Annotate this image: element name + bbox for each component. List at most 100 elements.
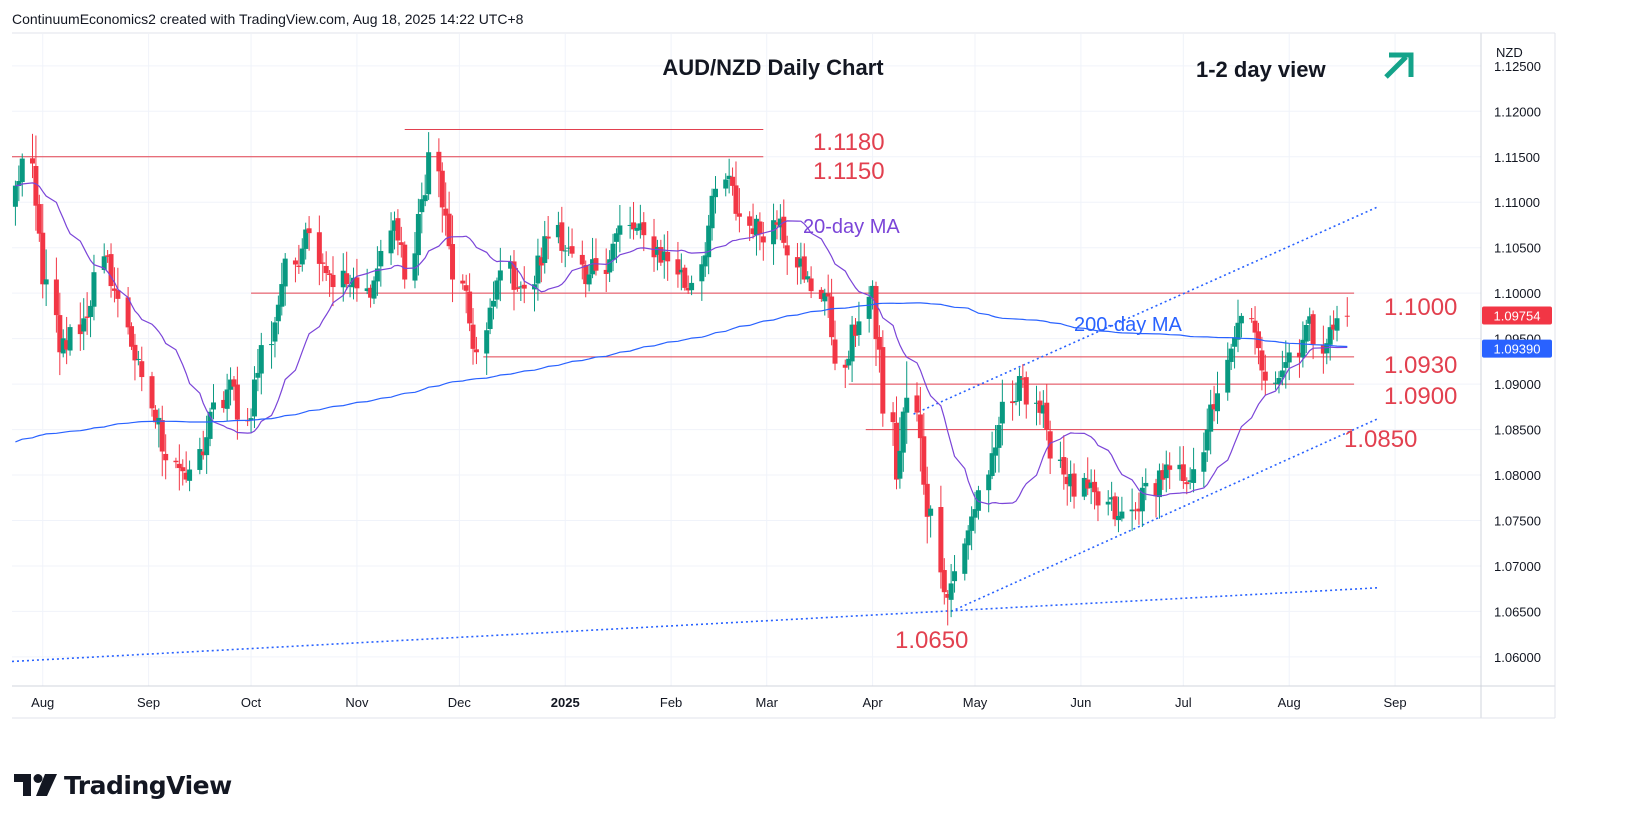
tradingview-logo[interactable]: TradingView [14,770,232,800]
candle-body [299,248,305,265]
ma20-label: 20-day MA [803,216,900,238]
candle-body [678,269,684,273]
candle-body [316,232,322,264]
y-tick-label: 1.08500 [1494,423,1541,438]
chart-subtitle: 1-2 day view [1196,57,1327,82]
candle-body [569,246,575,254]
candle-body [733,185,739,214]
candle-body [538,257,544,266]
candle-body [228,379,234,390]
candle-body [275,304,281,322]
candle-body [292,260,298,265]
x-tick-label: Nov [345,695,369,710]
candle-body [426,152,432,195]
candle-body [914,395,920,413]
candle-body [760,236,766,243]
candle-body [641,222,647,236]
candle-body [29,158,35,164]
candle-body [893,422,899,480]
candle-body [1303,324,1309,342]
y-tick-label: 1.06500 [1494,604,1541,619]
candle-body [945,594,951,598]
candle-body [1259,350,1265,371]
candle-body [952,571,958,582]
candle-body [928,508,934,516]
candle-body [1232,337,1238,347]
axes: 1.12500 1.12000 1.11500 1.11000 1.10500 1.100… [12,32,1556,719]
candle-body [1214,393,1220,412]
candle-body [853,324,859,336]
candle-body [590,259,596,275]
candle-body [351,277,356,288]
candle-body [559,222,565,251]
candle-body [1296,352,1302,358]
candle-body [327,273,333,275]
candle-body [689,282,695,291]
candle-body [771,220,777,245]
candle-body [368,287,374,298]
candle-body [231,379,237,387]
y-tick-label: 1.06000 [1494,650,1541,665]
plot-area[interactable] [12,128,1379,663]
candle-body [204,437,210,456]
candle-body [1092,481,1098,493]
candle-body [757,221,763,234]
candle-body [658,247,664,263]
candle-body [753,218,759,236]
level-label: 1.0900 [1384,383,1457,410]
y-tick-label: 1.10500 [1494,241,1541,256]
candle-body [163,453,169,461]
candle-body [1238,315,1244,324]
candle-body [1047,431,1053,459]
candle-body [870,285,876,299]
x-tick-label: Mar [756,695,779,710]
candle-body [419,199,425,213]
candle-body [784,245,790,256]
y-tick-label: 1.12500 [1494,59,1541,74]
candle-body [586,274,592,285]
candle-body [880,347,886,414]
candle-body [139,361,145,378]
up-right-arrow-icon [1384,52,1414,79]
candle-body [187,469,193,481]
candle-body [1184,482,1190,485]
candle-body [846,358,852,366]
candle-body [1037,400,1043,413]
candle-body [938,506,944,573]
candle-body [176,463,182,469]
candle-body [378,250,384,267]
candle-body [1064,476,1070,485]
candle-body [1044,402,1050,430]
candle-body [436,151,442,172]
candle-body [1109,497,1115,500]
candle-body [1177,464,1183,470]
candle-body [200,451,206,456]
candle-body [398,242,404,245]
candle-body [736,213,742,217]
candle-body [1252,320,1258,333]
level-label: 1.1150 [813,158,885,185]
candle-body [470,324,476,349]
candle-body [866,296,872,319]
x-tick-label: Oct [241,695,262,710]
candle-body [579,254,585,265]
candle-body [303,229,309,249]
candle-body [1300,339,1306,358]
candle-body [64,340,70,350]
candle-body [723,179,729,189]
x-tick-label: Apr [862,695,883,710]
candle-body [712,188,718,198]
candle-body [975,490,981,511]
candle-body [941,570,947,593]
candle-body [33,166,39,206]
candle-body [446,213,452,247]
candle-body [108,254,114,287]
candle-body [562,250,568,252]
candle-body [1273,382,1279,384]
tradingview-wordmark: TradingView [64,770,232,800]
candle-body [1129,509,1135,512]
candle-body [518,286,524,288]
candle-body [210,402,216,410]
candle-body [699,264,705,282]
